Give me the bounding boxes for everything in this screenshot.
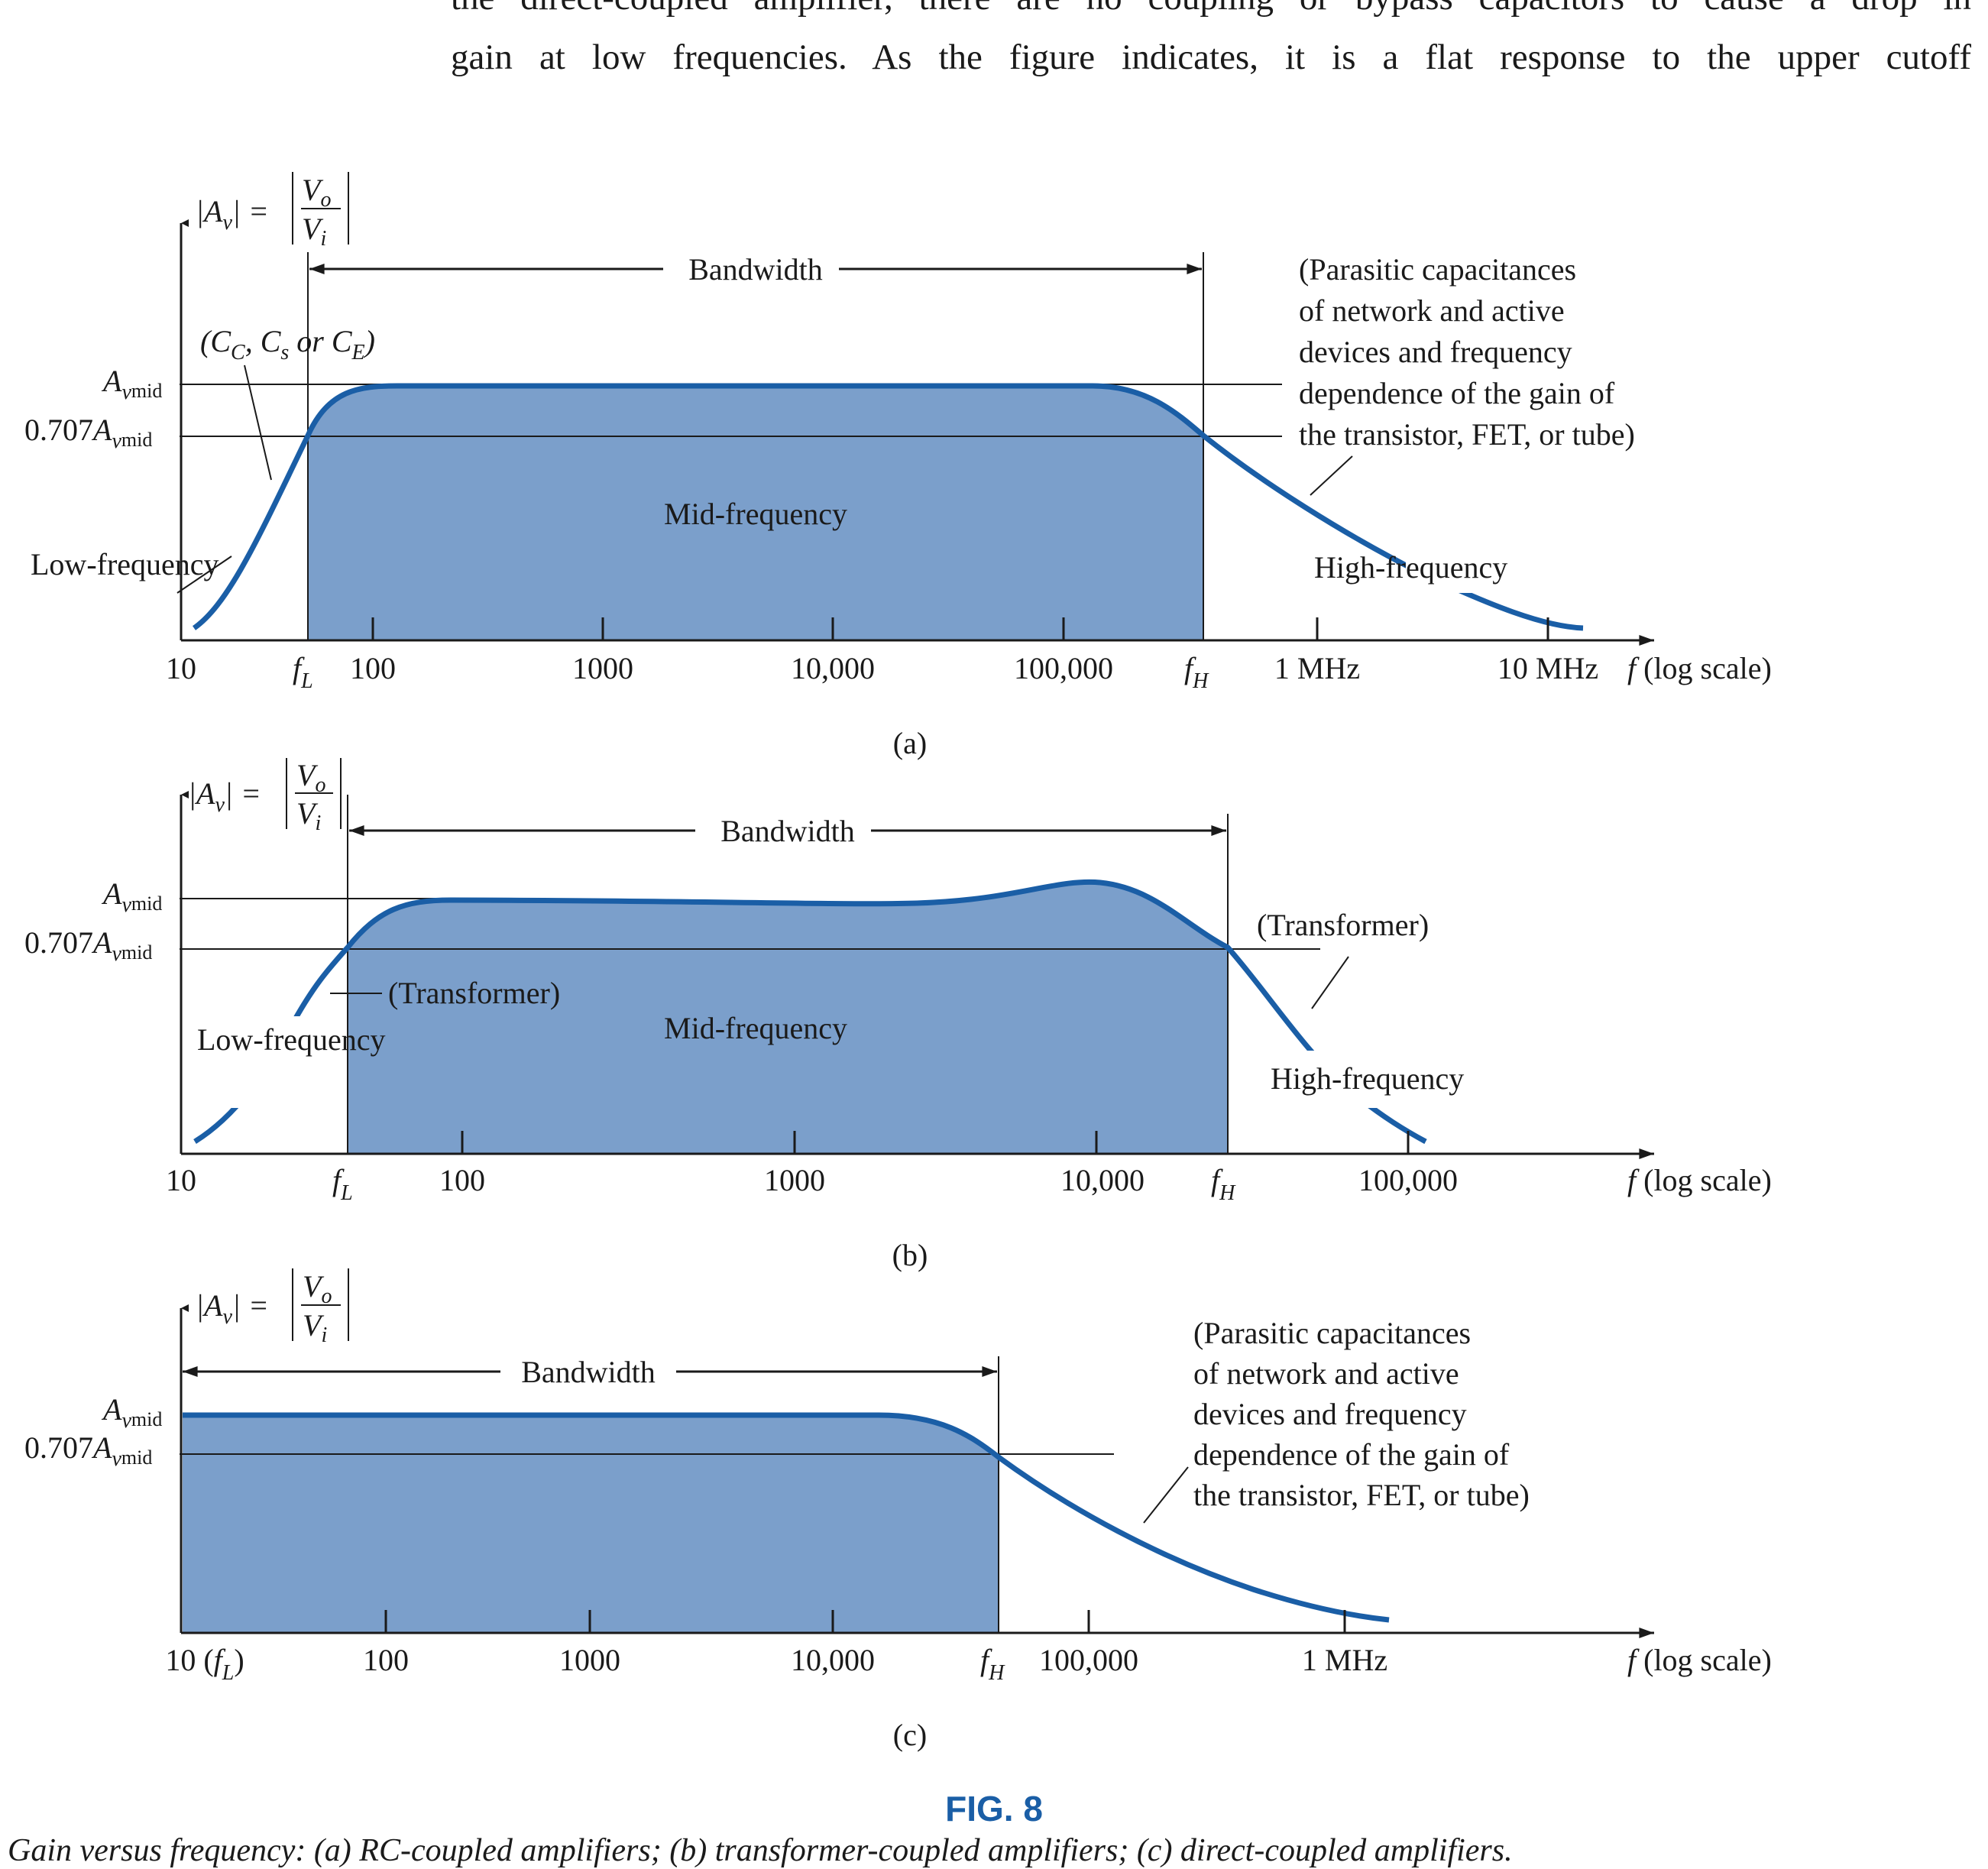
svg-text:Vi: Vi [296, 796, 321, 835]
svg-text:Vo: Vo [303, 1269, 332, 1308]
svg-text:(Parasitic capacitances: (Parasitic capacitances [1193, 1316, 1471, 1350]
svg-text:dependence of the gain of: dependence of the gain of [1299, 376, 1615, 410]
high-frequency-label-b: High-frequency [1271, 1061, 1464, 1096]
figure-number: FIG. 8 [945, 1789, 1043, 1829]
fh-label-a: fH [1184, 651, 1209, 693]
x-tick-labels-c: 10 (fL) 100 1000 10,000 100,000 1 MHz [165, 1643, 1387, 1685]
svg-text:10 (fL): 10 (fL) [165, 1643, 244, 1685]
svg-text:10: 10 [166, 1163, 196, 1197]
svg-text:devices and frequency: devices and frequency [1299, 335, 1572, 369]
svg-text:1000: 1000 [764, 1163, 825, 1197]
svg-text:10,000: 10,000 [1060, 1163, 1145, 1197]
figure-caption: Gain versus frequency: (a) RC-coupled am… [8, 1833, 1513, 1868]
midband-fill-c [183, 1415, 999, 1633]
panel-label-b: (b) [892, 1238, 928, 1272]
svg-text:10,000: 10,000 [791, 651, 875, 685]
svg-text:100,000: 100,000 [1358, 1163, 1458, 1197]
x-axis-label-b: f (log scale) [1627, 1163, 1772, 1197]
x-tick-labels-a: 10 100 1000 10,000 100,000 1 MHz 10 MHz [166, 651, 1598, 685]
low-frequency-pointer-a [176, 556, 232, 594]
bandwidth-label-c: Bandwidth [521, 1355, 656, 1389]
midband-fill-a [308, 386, 1203, 640]
svg-text:dependence of the gain of: dependence of the gain of [1193, 1437, 1510, 1472]
a-mid-label-b: Avmid [101, 876, 162, 917]
coupling-cap-pointer-a [244, 364, 272, 481]
a-707-label-c: 0.707Avmid [24, 1430, 152, 1471]
svg-text:Vo: Vo [296, 758, 325, 797]
response-curve-c [183, 1412, 1390, 1623]
bandwidth-label-a: Bandwidth [688, 252, 823, 287]
vo-vi-fraction-b: Vo Vi [286, 758, 342, 835]
svg-text:10 MHz: 10 MHz [1497, 651, 1598, 685]
svg-text:10: 10 [166, 651, 196, 685]
response-curve-b [193, 879, 1427, 1145]
a-mid-label-c: Avmid [101, 1392, 162, 1433]
panel-a: Bandwidth |Av| = Vo Vi Avmid 0.707Avmid … [24, 172, 1772, 760]
a-707-label-b: 0.707Avmid [24, 925, 152, 966]
svg-text:1 MHz: 1 MHz [1302, 1643, 1387, 1677]
parasitic-pointer-a [1310, 455, 1353, 496]
x-axis-label-a: f (log scale) [1627, 651, 1772, 685]
transformer-label-low-b: (Transformer) [388, 976, 560, 1010]
y-axis-label-c: |Av| = [196, 1288, 269, 1329]
panel-label-c: (c) [893, 1718, 927, 1752]
svg-text:of network and active: of network and active [1299, 293, 1565, 328]
intro-line-1: the direct-coupled amplifier, there are … [451, 0, 1971, 18]
svg-text:Vi: Vi [303, 1308, 327, 1347]
intro-line-2: gain at low frequencies. As the figure i… [451, 37, 1971, 77]
parasitic-annotation-c: (Parasitic capacitances of network and a… [1193, 1316, 1530, 1512]
y-axis-label-a: |Av| = [196, 194, 269, 235]
transformer-label-high-b: (Transformer) [1257, 908, 1429, 942]
x-axis-label-c: f (log scale) [1627, 1643, 1772, 1677]
parasitic-annotation-a: (Parasitic capacitances of network and a… [1299, 252, 1635, 452]
svg-text:1000: 1000 [559, 1643, 620, 1677]
mid-frequency-label-a: Mid-frequency [664, 497, 847, 531]
midband-fill-b [348, 882, 1228, 1154]
ticks-a [371, 617, 1549, 640]
coupling-cap-label-a: (CC, Cs or CE) [200, 324, 375, 364]
svg-text:100,000: 100,000 [1014, 651, 1113, 685]
fh-label-b: fH [1211, 1163, 1236, 1205]
parasitic-pointer-c [1143, 1466, 1189, 1524]
ticks-b [461, 1131, 1410, 1154]
a-mid-label-a: Avmid [101, 364, 162, 404]
x-tick-labels-b: 10 100 1000 10,000 100,000 [166, 1163, 1458, 1197]
svg-text:100: 100 [350, 651, 396, 685]
fl-label-a: fL [293, 651, 313, 693]
svg-text:100: 100 [363, 1643, 409, 1677]
y-axis-label-b: |Av| = [188, 776, 261, 817]
svg-text:Vi: Vi [302, 212, 326, 251]
svg-text:1 MHz: 1 MHz [1274, 651, 1360, 685]
panel-c: Bandwidth |Av| = Vo Vi Avmid 0.707Avmid … [24, 1268, 1772, 1752]
a-707-label-a: 0.707Avmid [24, 413, 152, 453]
vo-vi-fraction-a: Vo Vi [292, 172, 349, 251]
svg-text:1000: 1000 [572, 651, 633, 685]
svg-text:devices and frequency: devices and frequency [1193, 1397, 1467, 1431]
low-frequency-label-b: Low-frequency [197, 1022, 386, 1057]
svg-text:the transistor, FET, or tube): the transistor, FET, or tube) [1193, 1478, 1530, 1512]
ticks-c [384, 1610, 1346, 1633]
bandwidth-label-b: Bandwidth [720, 814, 855, 848]
svg-text:10,000: 10,000 [791, 1643, 875, 1677]
svg-text:the transistor, FET, or tube): the transistor, FET, or tube) [1299, 417, 1635, 452]
vo-vi-fraction-c: Vo Vi [292, 1268, 349, 1347]
svg-text:Vo: Vo [302, 173, 331, 212]
fh-label-c: fH [980, 1643, 1005, 1685]
mid-frequency-label-b: Mid-frequency [664, 1011, 847, 1045]
fl-label-b: fL [332, 1163, 353, 1205]
svg-text:100: 100 [439, 1163, 485, 1197]
svg-text:100,000: 100,000 [1039, 1643, 1138, 1677]
svg-text:of network and active: of network and active [1193, 1356, 1459, 1391]
panel-label-a: (a) [893, 726, 927, 760]
low-frequency-label-a: Low-frequency [31, 547, 219, 581]
svg-text:(Parasitic capacitances: (Parasitic capacitances [1299, 252, 1576, 287]
high-frequency-label-a: High-frequency [1314, 550, 1507, 585]
transformer-pointer-high-b [1311, 956, 1349, 1009]
panel-b: Bandwidth |Av| = Vo Vi Avmid 0.707Avmid … [24, 758, 1772, 1272]
